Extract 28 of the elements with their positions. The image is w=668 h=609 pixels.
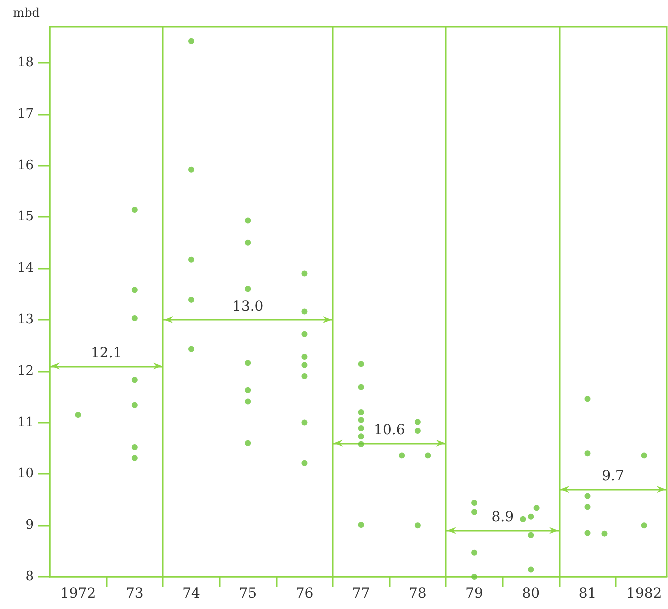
y-tick-label: 8 (26, 570, 34, 584)
y-axis-title: mbd (13, 6, 40, 20)
x-tick-label: 80 (522, 586, 540, 602)
ref-line-label: 8.9 (492, 510, 514, 526)
ref-line-label: 10.6 (374, 422, 406, 438)
y-tick-label: 15 (17, 210, 34, 225)
ref-line-label: 12.1 (91, 345, 122, 362)
x-tick-label: 76 (296, 586, 314, 602)
y-tick-label: 13 (17, 312, 34, 328)
y-tick-label: 12 (17, 364, 34, 379)
x-tick-label: 73 (126, 586, 144, 602)
x-tick-label: 78 (409, 586, 427, 602)
x-tick-label: 75 (239, 586, 258, 602)
y-tick-label: 18 (17, 55, 34, 70)
x-tick-label: 77 (352, 586, 370, 602)
x-tick-label: 79 (466, 586, 484, 602)
x-tick-label: 74 (182, 586, 201, 602)
y-tick-label: 9 (26, 518, 34, 534)
ref-line-label: 9.7 (602, 468, 624, 485)
y-tick-label: 10 (17, 466, 34, 482)
y-tick-label: 17 (17, 106, 34, 122)
y-tick-label: 14 (17, 261, 34, 276)
y-tick-label: 11 (17, 415, 34, 430)
x-tick-label: 1972 (60, 586, 96, 602)
x-tick-label: 81 (578, 586, 597, 602)
y-tick-label: 16 (17, 158, 34, 174)
ref-line-label: 13.0 (232, 298, 264, 315)
x-tick-label: 1982 (626, 586, 662, 602)
